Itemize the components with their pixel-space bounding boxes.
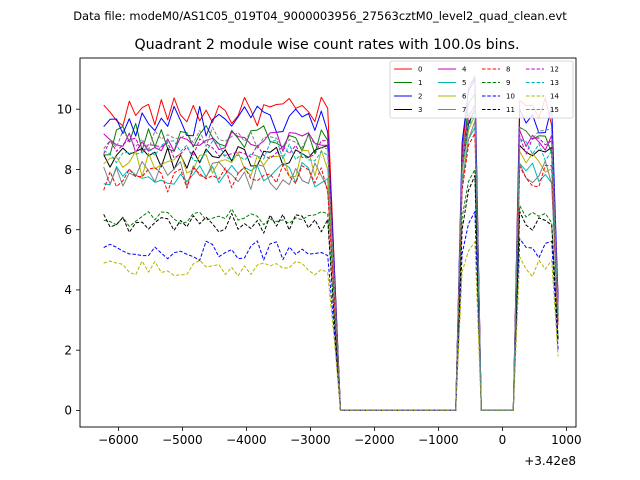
legend-label-7: 7 [462,106,466,114]
legend-label-8: 8 [506,66,510,74]
legend-label-2: 2 [418,93,422,101]
legend-label-10: 10 [506,93,515,101]
legend-label-4: 4 [462,66,467,74]
x-axis: −6000 −5000 −4000 −3000 −2000 −1000 0 1000 [98,427,582,447]
series-line-15 [103,102,559,411]
legend-label-6: 6 [462,93,467,101]
legend-label-1: 1 [418,79,422,87]
legend-label-5: 5 [462,79,466,87]
legend-label-0: 0 [418,66,422,74]
legend-label-3: 3 [418,106,422,114]
chart-suptitle: Data file: modeM0/AS1C05_019T04_90000039… [73,9,567,23]
x-offset-label: +3.42e8 [524,454,576,468]
y-tick-label: 6 [64,223,72,237]
x-tick-label: 1000 [551,433,582,447]
legend-frame [389,60,574,119]
legend-label-15: 15 [550,106,559,114]
series-layer [103,75,559,411]
series-line-3 [103,108,559,411]
x-tick-label: −2000 [354,433,395,447]
legend-label-11: 11 [506,106,515,114]
y-axis: 0 2 4 6 8 10 [57,103,80,418]
chart-title: Quadrant 2 module wise count rates with … [134,37,519,53]
series-line-13 [103,111,559,411]
plot-frame [79,57,577,428]
y-tick-label: 0 [64,404,72,418]
x-tick-label: −1000 [418,433,459,447]
x-tick-label: −4000 [226,433,267,447]
y-tick-label: 10 [57,103,72,117]
series-line-12 [103,108,559,411]
y-tick-label: 2 [64,343,72,357]
legend-label-13: 13 [550,79,559,87]
legend-label-12: 12 [550,66,559,74]
y-tick-label: 8 [64,163,72,177]
x-tick-label: −3000 [290,433,331,447]
x-tick-label: −5000 [162,433,203,447]
legend-label-9: 9 [506,79,510,87]
legend-label-14: 14 [550,93,559,101]
series-line-11 [103,175,559,411]
x-tick-label: −6000 [98,433,139,447]
y-tick-label: 4 [64,283,72,297]
x-tick-label: 0 [499,433,507,447]
